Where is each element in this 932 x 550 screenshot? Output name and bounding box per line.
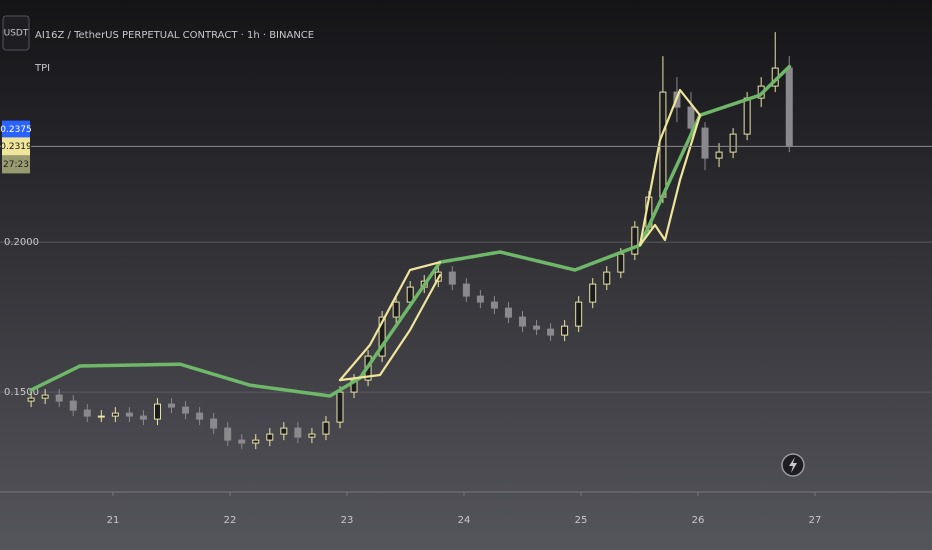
price-tag-label: 0.2319 <box>0 142 32 152</box>
candle-body <box>575 301 583 327</box>
candle-body <box>168 403 176 408</box>
candle-body <box>139 415 147 420</box>
candle-body <box>41 394 49 399</box>
x-tick-label: 23 <box>341 515 354 526</box>
candle-body <box>743 97 751 135</box>
candle-body <box>55 394 63 402</box>
x-tick-label: 21 <box>107 515 120 526</box>
candle-body <box>238 439 246 444</box>
candle-body <box>294 427 302 438</box>
candle-body <box>252 439 260 444</box>
candle-body <box>125 412 133 417</box>
currency-button[interactable] <box>2 15 30 51</box>
candle-body <box>27 397 35 402</box>
x-tick-label: 24 <box>458 515 471 526</box>
plot: 0.1500 0.2000 21 22 23 24 25 26 27 0.2375 0.2319 27… <box>0 32 932 526</box>
x-tick-label: 22 <box>224 515 237 526</box>
candle-body <box>617 253 625 273</box>
flash-icon <box>789 457 797 473</box>
countdown: 27:23 <box>3 160 29 170</box>
candle-body <box>308 433 316 438</box>
candle-body <box>406 286 414 303</box>
candle-body <box>729 133 737 153</box>
price-tag <box>2 137 30 156</box>
candle-body <box>547 328 555 336</box>
candle-body <box>490 301 498 309</box>
candle-body <box>715 151 723 159</box>
candle-body <box>659 91 667 198</box>
candle-body <box>83 409 91 417</box>
candle-body <box>224 427 232 441</box>
chart-title: AI16Z / TetherUS PERPETUAL CONTRACT · 1h… <box>35 30 314 41</box>
candle-body <box>210 418 218 429</box>
countdown-tag <box>2 155 30 174</box>
candle-body <box>504 307 512 318</box>
indicator-line <box>338 274 442 382</box>
candle-body <box>111 412 119 417</box>
candle-body <box>378 316 386 357</box>
candle-body <box>476 295 484 303</box>
indicator-line <box>338 261 442 382</box>
candle-body <box>153 403 161 420</box>
candle-body <box>462 283 470 297</box>
candle-body <box>196 412 204 420</box>
candle-body <box>448 271 456 285</box>
x-tick-label: 27 <box>809 515 822 526</box>
candle-body <box>561 325 569 336</box>
candle-body <box>519 316 527 327</box>
candle-body <box>97 415 105 418</box>
candle-body <box>603 271 611 285</box>
price-tag <box>2 120 30 139</box>
candle-body <box>69 400 77 411</box>
y-tick-label: 0.2000 <box>4 237 39 248</box>
candle-body <box>533 325 541 330</box>
candle-body <box>701 127 709 159</box>
x-tick-label: 25 <box>575 515 588 526</box>
candle-body <box>392 301 400 318</box>
y-tick-label: 0.1500 <box>4 387 39 398</box>
candle-body <box>631 226 639 255</box>
candle-body <box>280 427 288 435</box>
candle-body <box>589 283 597 303</box>
candle-body <box>785 67 793 147</box>
x-tick-label: 26 <box>692 515 705 526</box>
candle-body <box>182 406 190 414</box>
candle-body <box>266 433 274 441</box>
indicator-line <box>638 114 702 247</box>
price-tag-label: 0.2375 <box>0 125 32 135</box>
candle-body <box>687 106 695 129</box>
indicator-name: TPI <box>34 63 50 74</box>
candle-body <box>336 391 344 423</box>
candle-body <box>322 421 330 435</box>
currency[interactable]: USDT <box>4 29 29 39</box>
indicator-line <box>638 88 702 247</box>
